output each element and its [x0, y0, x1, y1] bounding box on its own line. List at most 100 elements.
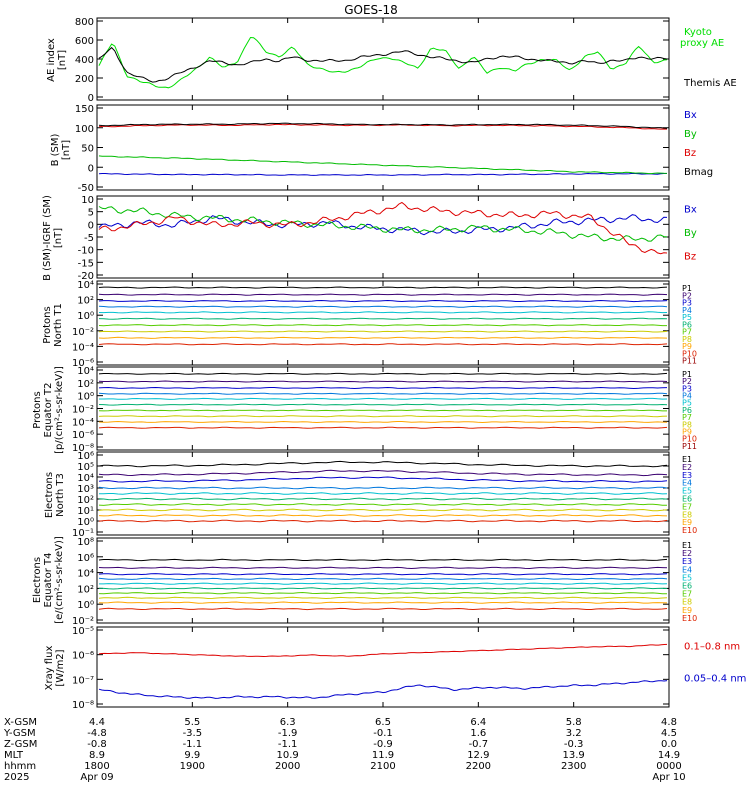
channel-legend-p11: P11: [682, 442, 697, 451]
y-axis-label: [e/(cm²-s-sr-keV)]: [54, 536, 65, 624]
y-tick-label: 0: [88, 220, 94, 231]
legend-proxy-ae: proxy AE: [680, 38, 724, 49]
y-tick-label: 10¹: [77, 506, 94, 517]
series-line-xray-0: [98, 643, 668, 658]
series-line-bmag: [98, 122, 668, 129]
panel-frame: [96, 104, 670, 191]
y-axis-label: Electrons: [44, 472, 55, 518]
y-tick-label: 10⁰: [77, 600, 94, 611]
panel-4: 10⁴ 10² 10⁰ 10⁻² 10⁻⁴ 10⁻⁶ Protons North T1 P1P2…: [42, 280, 697, 369]
y-axis-label: North T1: [53, 303, 64, 347]
x-axis-row-label: Y-GSM: [3, 728, 36, 739]
y-tick-label: 100: [75, 124, 94, 135]
channel-line-e7: [98, 591, 667, 595]
x-axis-date-value: Apr 10: [652, 772, 685, 783]
panel-frame: [96, 626, 670, 708]
channel-legend-p5: P5: [682, 399, 692, 408]
x-axis-z-gsm-value: -1.1: [278, 739, 298, 750]
channel-legend-p9: P9: [682, 342, 692, 351]
channel-line-e1: [98, 460, 668, 468]
y-tick-label: 10⁻⁴: [72, 417, 94, 428]
x-axis-z-gsm-value: -0.3: [564, 739, 584, 750]
channel-line-p7: [98, 409, 667, 412]
series-line-bz: [98, 123, 668, 130]
y-tick-label: 10²: [77, 495, 94, 506]
legend-themis-ae: Themis AE: [683, 78, 737, 89]
y-tick-label: 10⁻⁸: [72, 700, 94, 711]
channel-legend-p11: P11: [682, 357, 697, 366]
x-axis-y-gsm-value: 4.5: [661, 728, 677, 739]
panel-frame: [96, 366, 670, 451]
channel-line-p6: [98, 317, 668, 320]
y-tick-label: 10⁴: [77, 473, 94, 484]
panel-frame: [96, 195, 670, 279]
channel-legend-p5: P5: [682, 313, 692, 322]
x-axis-x-gsm-value: 6.3: [280, 717, 296, 728]
x-axis-mlt-value: 10.9: [277, 750, 299, 761]
channel-line-e10: [98, 607, 668, 611]
channel-legend-e9: E9: [682, 518, 692, 527]
x-axis-mlt-value: 12.9: [467, 750, 489, 761]
y-tick-label: 10³: [77, 484, 94, 495]
y-tick-label: 10²: [77, 584, 94, 595]
channel-line-p8: [98, 330, 668, 333]
channel-legend-e3: E3: [682, 471, 692, 480]
y-axis-label: Protons: [32, 391, 43, 428]
x-axis-hhmm-value: 2000: [275, 761, 300, 772]
x-axis-z-gsm-value: -0.8: [87, 739, 107, 750]
x-axis-hhmm-value: 2100: [370, 761, 395, 772]
channel-legend-p8: P8: [682, 335, 692, 344]
series-line-bz: [98, 201, 668, 255]
legend-bz: Bz: [684, 148, 696, 159]
series-line-themis-ae: [98, 46, 668, 83]
y-tick-label: 800: [75, 17, 94, 28]
x-axis-mlt-value: 9.9: [184, 750, 200, 761]
channel-legend-p6: P6: [682, 406, 692, 415]
x-axis-z-gsm-value: 0.0: [661, 739, 677, 750]
channel-line-p3: [98, 386, 668, 390]
chart-title: GOES-18: [344, 3, 398, 17]
x-axis-hhmm-value: 2300: [561, 761, 586, 772]
legend-by: By: [684, 129, 697, 140]
channel-legend-p3: P3: [682, 384, 692, 393]
channel-line-p5: [99, 397, 668, 400]
x-axis-x-gsm-value: 4.8: [661, 717, 677, 728]
channel-legend-p2: P2: [682, 377, 692, 386]
channel-legend-e8: E8: [682, 598, 692, 607]
x-axis-hhmm-value: 2200: [466, 761, 491, 772]
channel-legend-p1: P1: [682, 284, 692, 293]
channel-line-p4: [98, 305, 668, 308]
y-tick-label: -5: [84, 233, 94, 244]
channel-line-p6: [98, 403, 668, 406]
series-line-bx: [98, 172, 667, 176]
y-tick-label: -50: [78, 183, 94, 194]
y-tick-label: 10⁻²: [72, 616, 94, 627]
legend-bx: Bx: [684, 110, 697, 121]
y-axis-label: Equator T2: [43, 383, 54, 438]
y-axis-label: [W/m2]: [55, 649, 66, 686]
channel-legend-e6: E6: [682, 495, 692, 504]
channel-line-e9: [98, 601, 668, 604]
y-tick-label: 10⁴: [77, 569, 94, 580]
y-axis-label: [nT]: [53, 228, 64, 248]
y-tick-label: 10: [81, 195, 94, 206]
x-axis-x-gsm-value: 5.8: [566, 717, 582, 728]
channel-legend-e6: E6: [682, 582, 692, 591]
x-axis-y-gsm-value: -3.5: [183, 728, 203, 739]
y-axis-label: AE index: [46, 38, 57, 82]
channel-legend-p4: P4: [682, 392, 692, 401]
channel-legend-p2: P2: [682, 291, 692, 300]
panel-8: 10⁻⁵ 10⁻⁶ 10⁻⁷ 10⁻⁸ Xray flux [W/m2] 0.1–0.8 n…: [44, 626, 746, 711]
channel-line-e8: [98, 596, 668, 600]
y-tick-label: 10⁰: [77, 392, 94, 403]
panel-frame: [96, 537, 670, 624]
channel-line-e6: [98, 587, 668, 590]
channel-line-e1: [98, 558, 668, 562]
y-tick-label: 10⁻⁶: [72, 358, 94, 369]
channel-legend-p10: P10: [682, 435, 697, 444]
channel-line-p2: [98, 293, 668, 296]
legend-kyoto: Kyoto: [684, 27, 712, 38]
channel-legend-e5: E5: [682, 487, 692, 496]
